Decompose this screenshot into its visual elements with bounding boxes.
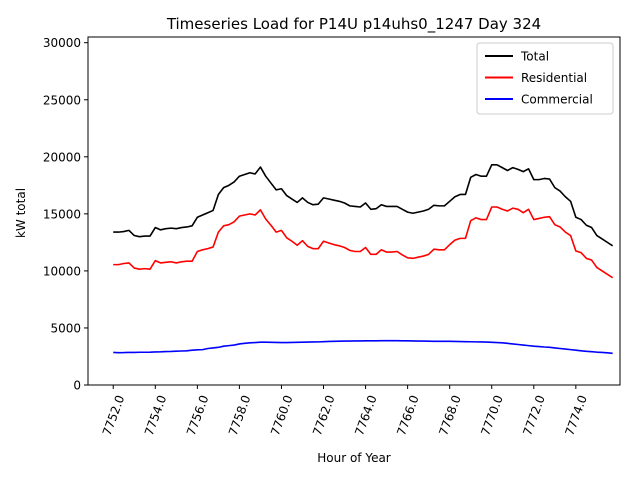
x-tick-label: 7756.0 bbox=[184, 393, 212, 437]
y-tick-label: 10000 bbox=[43, 264, 81, 278]
y-tick-label: 15000 bbox=[43, 207, 81, 221]
x-axis-label: Hour of Year bbox=[317, 451, 391, 465]
y-tick-label: 5000 bbox=[50, 321, 81, 335]
x-tick-label: 7774.0 bbox=[562, 393, 590, 437]
series-line-total bbox=[113, 163, 614, 247]
legend-label: Commercial bbox=[521, 93, 593, 107]
y-tick-label: 0 bbox=[73, 379, 81, 393]
series-line-commercial bbox=[113, 339, 613, 355]
legend-label: Residential bbox=[521, 71, 587, 85]
chart-title: Timeseries Load for P14U p14uhs0_1247 Da… bbox=[166, 15, 541, 34]
y-tick-label: 30000 bbox=[43, 36, 81, 50]
x-tick-label: 7754.0 bbox=[142, 393, 170, 437]
x-tick-label: 7766.0 bbox=[394, 393, 422, 437]
x-tick-label: 7764.0 bbox=[352, 393, 380, 437]
x-tick-label: 7768.0 bbox=[436, 393, 464, 437]
series-line-residential bbox=[113, 206, 614, 279]
x-tick-label: 7752.0 bbox=[100, 393, 128, 437]
legend: Total Residential Commercial bbox=[476, 42, 614, 115]
y-tick-label: 25000 bbox=[43, 93, 81, 107]
x-tick-label: 7770.0 bbox=[478, 393, 506, 437]
plot-frame bbox=[87, 36, 621, 386]
x-tick-label: 7760.0 bbox=[268, 393, 296, 437]
x-tick-label: 7758.0 bbox=[226, 393, 254, 437]
x-tick-label: 7772.0 bbox=[520, 393, 548, 437]
y-tick-label: 20000 bbox=[43, 150, 81, 164]
y-axis-label: kW total bbox=[14, 188, 28, 238]
legend-label: Total bbox=[520, 50, 549, 64]
x-tick-label: 7762.0 bbox=[310, 393, 338, 437]
legend-box bbox=[476, 42, 614, 115]
